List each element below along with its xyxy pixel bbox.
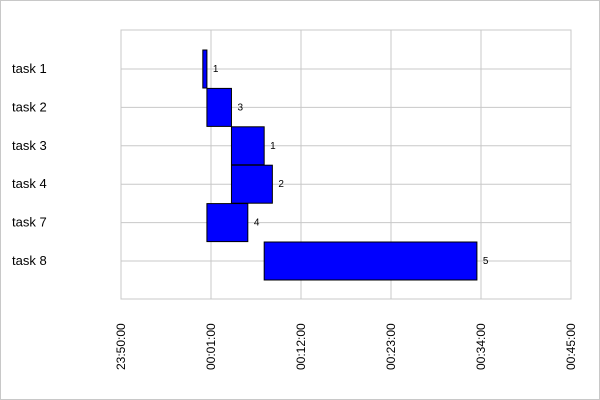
bar-value-label: 3: [237, 102, 243, 113]
x-tick-label: 00:01:00: [204, 323, 218, 370]
task-label: task 8: [12, 253, 47, 268]
gantt-bar: [230, 164, 273, 204]
x-tick-label: 00:45:00: [564, 323, 578, 370]
task-label: task 2: [12, 99, 47, 114]
bar-value-label: 1: [213, 64, 219, 75]
x-tick-label: 23:50:00: [114, 323, 128, 370]
gantt-bar: [202, 49, 208, 89]
bar-value-label: 4: [254, 218, 260, 229]
task-label: task 1: [12, 61, 47, 76]
task-label: task 4: [12, 176, 47, 191]
bar-value-label: 1: [270, 141, 276, 152]
x-tick-label: 00:34:00: [474, 323, 488, 370]
bar-value-label: 5: [483, 256, 489, 267]
task-label: task 7: [12, 215, 47, 230]
x-tick-label: 00:12:00: [294, 323, 308, 370]
label-layer: task 1 task 2 task 3 task 4 task 7 task 8 23:5…: [12, 61, 578, 370]
gantt-bar: [230, 126, 265, 166]
task-label: task 3: [12, 138, 47, 153]
gantt-bar: [263, 241, 478, 281]
bar-value-label: 2: [278, 179, 284, 190]
x-tick-label: 00:23:00: [384, 323, 398, 370]
gantt-bar: [206, 87, 232, 127]
gantt-bar: [206, 203, 249, 243]
bar-layer: [202, 49, 478, 281]
